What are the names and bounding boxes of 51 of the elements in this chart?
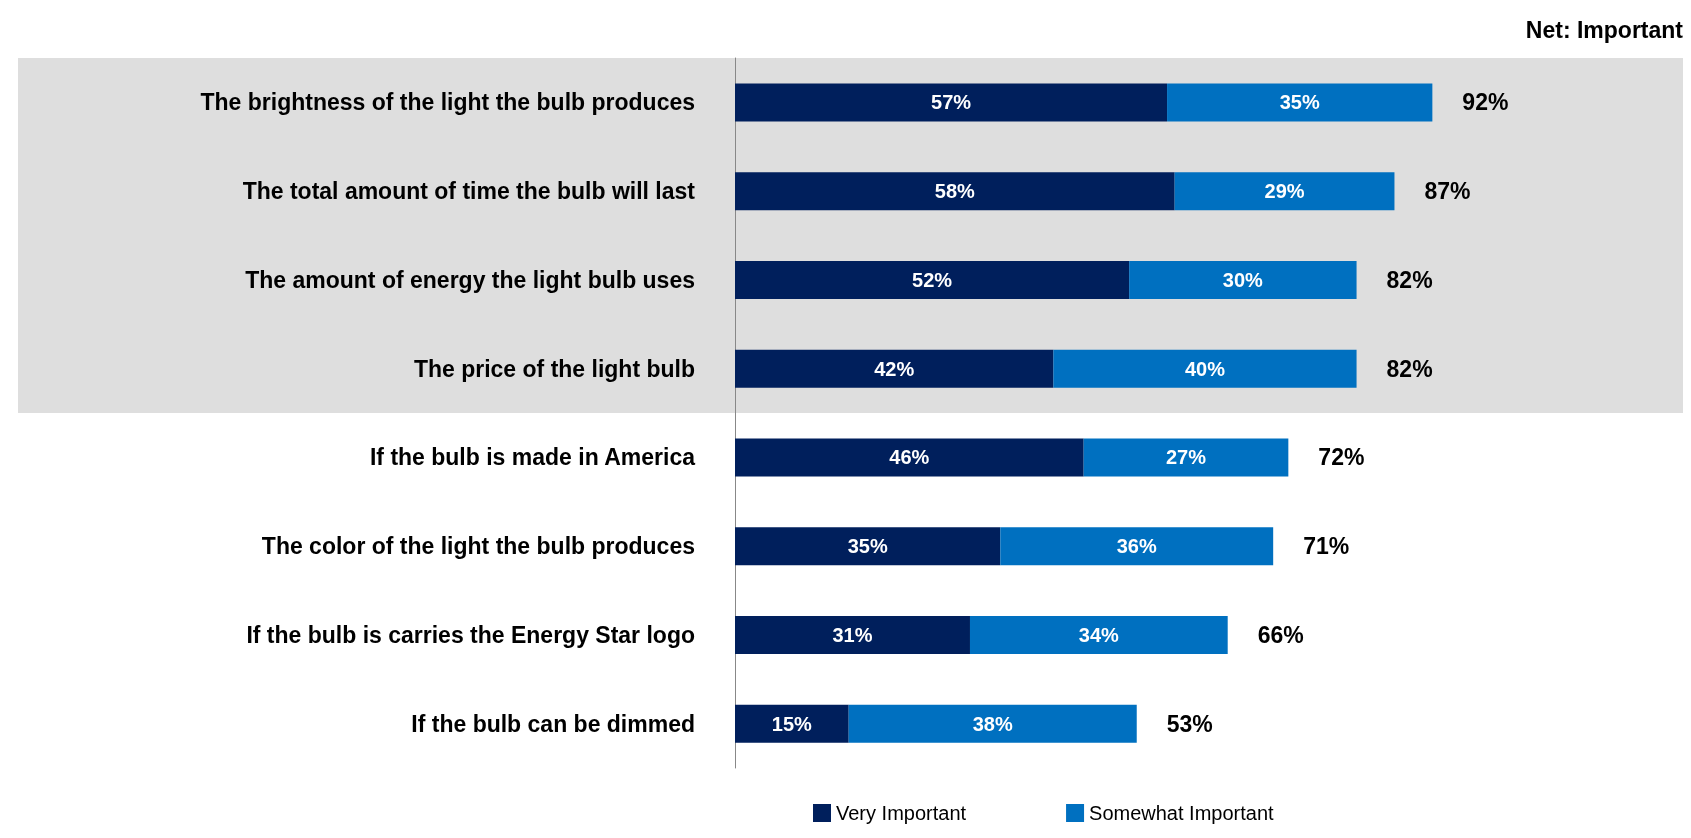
y-tick-label: The color of the light the bulb produces <box>261 533 695 560</box>
data-label: 35% <box>847 535 888 558</box>
total-label: 71% <box>1303 533 1350 560</box>
total-label: 72% <box>1318 444 1365 471</box>
data-label: 34% <box>1078 623 1120 646</box>
total-label: 82% <box>1386 266 1433 293</box>
data-label: 46% <box>889 446 930 469</box>
bar <box>1129 260 1357 299</box>
legend-label: Somewhat Important <box>1089 802 1275 824</box>
data-label: 27% <box>1165 446 1207 469</box>
total-label: 66% <box>1257 621 1304 648</box>
bar <box>735 527 1001 566</box>
bar <box>848 704 1137 743</box>
data-label: 15% <box>771 712 813 735</box>
total-label: 92% <box>1462 89 1509 116</box>
y-tick-label: If the bulb is made in America <box>369 444 696 471</box>
y-tick-label: The amount of energy the light bulb uses <box>245 266 695 293</box>
data-label: 40% <box>1184 357 1226 380</box>
bar <box>735 83 1168 122</box>
legend-label: Very Important <box>836 802 967 824</box>
data-label: 38% <box>972 712 1013 735</box>
bar <box>735 704 849 743</box>
bar <box>1000 527 1274 566</box>
data-label: 31% <box>832 623 873 646</box>
bar <box>735 615 970 654</box>
y-tick-label: If the bulb can be dimmed <box>411 710 695 737</box>
bar <box>735 172 1175 211</box>
data-label: 52% <box>912 268 953 291</box>
data-label: 57% <box>931 91 972 114</box>
total-label: 87% <box>1424 178 1471 205</box>
data-label: 30% <box>1222 268 1264 291</box>
bar <box>1174 172 1395 211</box>
bar <box>735 438 1084 477</box>
bar <box>735 260 1130 299</box>
data-label: 36% <box>1116 535 1157 558</box>
bar <box>1083 438 1289 477</box>
y-tick-label: The brightness of the light the bulb produces <box>200 89 695 116</box>
y-tick-label: The price of the light bulb <box>413 355 695 382</box>
data-label: 58% <box>934 180 976 203</box>
total-label: 53% <box>1166 710 1213 737</box>
total-label: 82% <box>1386 355 1433 382</box>
y-tick-label: If the bulb is carries the Energy Star logo <box>246 621 695 648</box>
bar <box>969 615 1228 654</box>
y-tick-label: The total amount of time the bulb will last <box>242 178 696 205</box>
data-label: 35% <box>1279 91 1320 114</box>
data-label: 29% <box>1264 180 1305 203</box>
bar <box>1053 349 1357 388</box>
bar <box>735 349 1054 388</box>
text: Net: Important <box>1525 16 1684 43</box>
data-label: 42% <box>874 357 915 380</box>
bar <box>1167 83 1433 122</box>
